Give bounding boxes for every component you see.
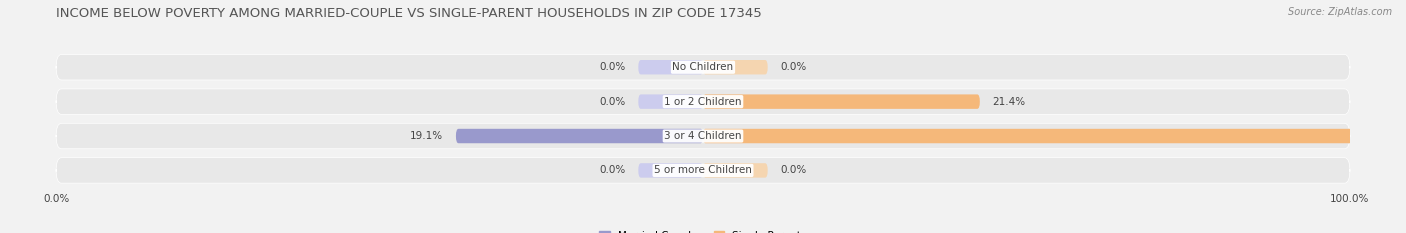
FancyBboxPatch shape: [703, 94, 980, 109]
FancyBboxPatch shape: [638, 94, 703, 109]
Text: 0.0%: 0.0%: [780, 165, 807, 175]
Text: 1 or 2 Children: 1 or 2 Children: [664, 97, 742, 107]
Text: 19.1%: 19.1%: [411, 131, 443, 141]
Text: 0.0%: 0.0%: [599, 62, 626, 72]
FancyBboxPatch shape: [56, 158, 1350, 183]
Text: 0.0%: 0.0%: [599, 97, 626, 107]
Legend: Married Couples, Single Parents: Married Couples, Single Parents: [599, 231, 807, 233]
Text: 5 or more Children: 5 or more Children: [654, 165, 752, 175]
Text: 21.4%: 21.4%: [993, 97, 1026, 107]
FancyBboxPatch shape: [703, 163, 768, 178]
FancyBboxPatch shape: [638, 163, 703, 178]
FancyBboxPatch shape: [56, 89, 1350, 114]
FancyBboxPatch shape: [703, 60, 768, 75]
FancyBboxPatch shape: [703, 129, 1406, 143]
Text: 0.0%: 0.0%: [599, 165, 626, 175]
Text: INCOME BELOW POVERTY AMONG MARRIED-COUPLE VS SINGLE-PARENT HOUSEHOLDS IN ZIP COD: INCOME BELOW POVERTY AMONG MARRIED-COUPL…: [56, 7, 762, 20]
Text: No Children: No Children: [672, 62, 734, 72]
FancyBboxPatch shape: [638, 60, 703, 75]
FancyBboxPatch shape: [456, 129, 703, 143]
FancyBboxPatch shape: [56, 55, 1350, 80]
Text: 3 or 4 Children: 3 or 4 Children: [664, 131, 742, 141]
FancyBboxPatch shape: [56, 123, 1350, 149]
Text: Source: ZipAtlas.com: Source: ZipAtlas.com: [1288, 7, 1392, 17]
Text: 0.0%: 0.0%: [780, 62, 807, 72]
